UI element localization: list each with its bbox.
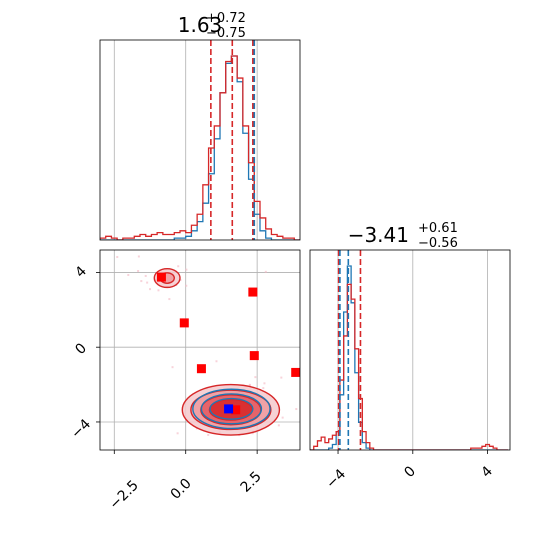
joint-marker-0-0	[156, 272, 166, 282]
joint-sample-point	[207, 433, 210, 436]
joint-xtick-label-0: −2.5	[106, 477, 141, 512]
joint-sample-point	[146, 281, 149, 284]
joint-contour-1-level-0	[192, 388, 271, 430]
marginal-y-xtick-label-2: 4	[478, 463, 496, 481]
joint-sample-point	[137, 255, 140, 258]
joint-sample-point	[149, 288, 152, 291]
marginal-x-title-plus: +0.72	[206, 11, 246, 26]
marginal-x-title: 1.63	[178, 13, 223, 37]
joint-sample-point	[140, 280, 143, 283]
joint-contour-1-level-1	[200, 393, 263, 425]
joint-sample-point	[277, 424, 280, 427]
joint-ytick-label-1: 0	[72, 340, 90, 358]
joint-sample-point	[301, 390, 303, 392]
joint-sample-point	[280, 376, 283, 379]
joint-sample-point	[295, 408, 298, 411]
joint-xtick-label-2: 2.5	[238, 469, 265, 496]
joint-ytick-label-2: 4	[72, 263, 90, 281]
joint-frame	[99, 249, 301, 451]
joint-sample-point	[248, 383, 251, 386]
joint-sample-point	[116, 256, 119, 259]
joint-ticks	[96, 272, 258, 454]
joint-marker-0-4	[249, 351, 259, 361]
marginal-y-title-minus: −0.56	[418, 236, 458, 251]
joint-marker-1-0	[224, 404, 234, 414]
marginal-x-histograms	[100, 55, 300, 240]
joint-sample-point	[262, 387, 265, 390]
marginal-x-hist-series-0	[100, 55, 300, 240]
marginal-x-title-minus: −0.75	[206, 26, 246, 41]
joint-panel: −2.5 0.0 2.5 −4 0 4	[68, 249, 303, 513]
joint-sample-point	[171, 366, 174, 369]
joint-marker-0-5	[291, 367, 300, 377]
marginal-x-grid	[113, 40, 258, 240]
joint-sample-point	[185, 284, 188, 287]
joint-xtick-label-1: 0.0	[168, 476, 195, 503]
marginal-y-title-median: −3.41	[348, 223, 409, 247]
joint-sample-point	[254, 376, 257, 379]
joint-sample-point	[157, 289, 160, 292]
marginal-x-title-median: 1.63	[178, 13, 223, 37]
joint-sample-point	[176, 432, 179, 435]
joint-contour-1-level-2	[209, 397, 254, 420]
joint-marker-0-6	[231, 405, 241, 415]
joint-markers	[156, 272, 300, 415]
marginal-x-quantiles	[210, 40, 256, 240]
marginal-y-title-plus: +0.61	[418, 221, 458, 236]
marginal-y-panel: −3.41 +0.61 −0.56 −4 0 4	[309, 221, 511, 492]
joint-sample-point	[251, 432, 254, 435]
joint-sample-point	[263, 382, 266, 385]
joint-marker-0-1	[179, 318, 189, 328]
joint-sample-point	[168, 298, 171, 301]
marginal-x-hist-series-1	[100, 55, 300, 240]
marginal-x-panel: 1.63 +0.72 −0.75	[99, 11, 301, 241]
joint-sample-point	[127, 274, 130, 277]
joint-sample-point	[177, 265, 180, 268]
joint-sample-point	[281, 416, 284, 419]
joint-ytick-label-0: −4	[68, 416, 94, 442]
joint-sample-point	[215, 360, 218, 363]
joint-contours	[153, 267, 281, 436]
marginal-y-quantiles	[337, 250, 362, 450]
joint-sample-point	[185, 268, 188, 271]
marginal-y-frame	[309, 249, 511, 451]
marginal-y-ticks	[337, 450, 488, 454]
marginal-y-xtick-label-0: −4	[323, 466, 349, 492]
marginal-x-frame	[99, 39, 301, 241]
joint-sample-point	[144, 274, 147, 277]
joint-sample-point	[264, 270, 267, 273]
joint-sample-point	[137, 269, 140, 272]
marginal-y-hist-series-1	[310, 283, 509, 450]
joint-marker-0-2	[248, 287, 258, 297]
joint-marker-0-3	[196, 364, 206, 374]
marginal-y-xtick-label-1: 0	[401, 463, 419, 481]
